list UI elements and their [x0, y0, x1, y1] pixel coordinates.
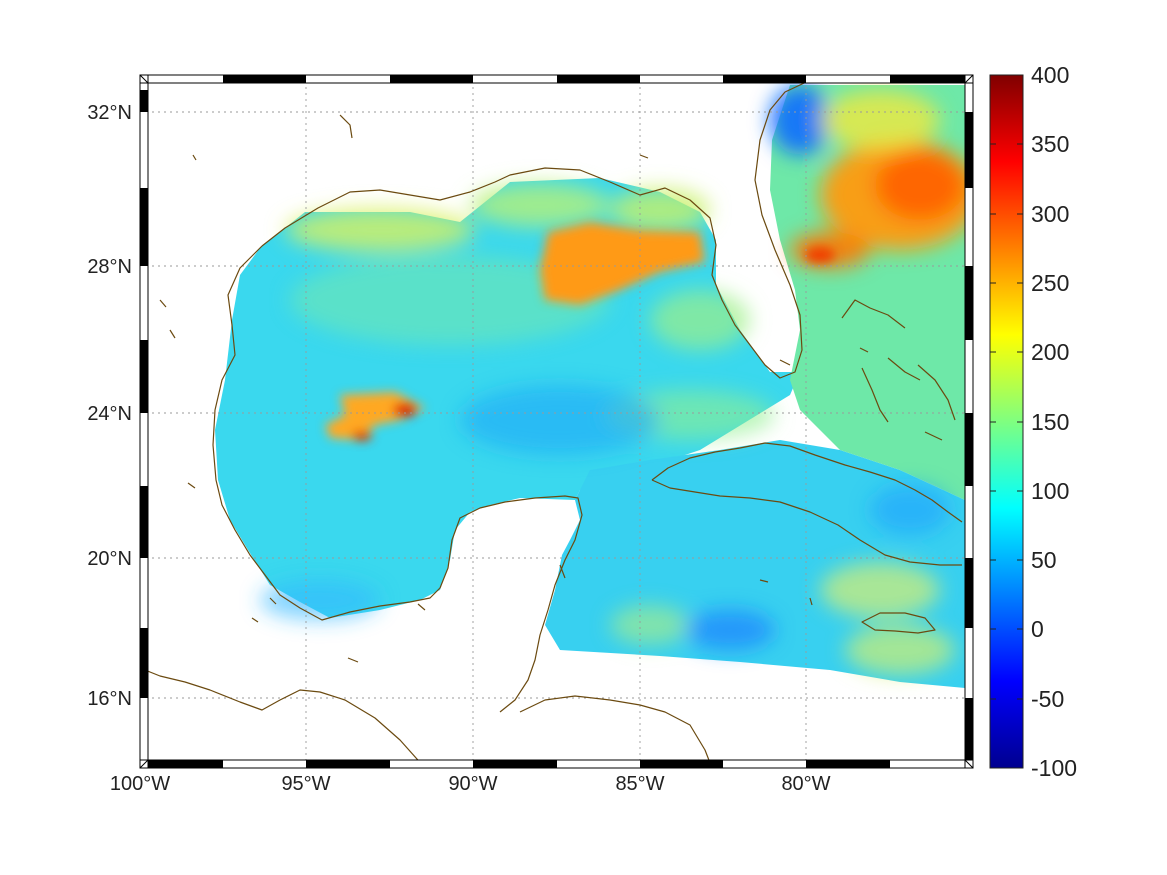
lat-label-20n: 20°N: [87, 548, 132, 570]
lat-label-16n: 16°N: [87, 688, 132, 710]
lat-label-24n: 24°N: [87, 403, 132, 425]
lon-label-100w: 100°W: [110, 773, 170, 795]
colorbar-tick-400: 400: [1031, 62, 1069, 88]
coastlines: [140, 77, 963, 768]
map-frame: [139, 74, 974, 769]
lon-label-90w: 90°W: [448, 773, 497, 795]
coastline-central-america: [140, 667, 713, 768]
lon-label-85w: 85°W: [615, 773, 664, 795]
colorbar-tick-50: 50: [1031, 547, 1057, 573]
coastline-jamaica: [861, 612, 936, 634]
lon-label-95w: 95°W: [281, 773, 330, 795]
coastline-cuba: [651, 442, 963, 566]
lat-label-28n: 28°N: [87, 256, 132, 278]
colorbar: 400 350 300 250 200 150 100 50 0 -50 -10…: [989, 62, 1077, 781]
colorbar-tick-minus-50: -50: [1031, 686, 1064, 712]
coastline-small-islands: [159, 114, 813, 663]
colorbar-tick-minus-100: -100: [1031, 755, 1077, 781]
colorbar-tick-300: 300: [1031, 201, 1069, 227]
lon-label-80w: 80°W: [781, 773, 830, 795]
colorbar-tick-100: 100: [1031, 478, 1069, 504]
data-field: [215, 85, 973, 688]
colorbar-tick-0: 0: [1031, 616, 1044, 642]
coastline-us-mexico-gulf: [212, 77, 816, 713]
coastline-bahamas: [841, 299, 956, 441]
colorbar-tick-350: 350: [1031, 131, 1069, 157]
colorbar-tick-200: 200: [1031, 339, 1069, 365]
hot-patch-northeast-gulf: [540, 222, 705, 305]
lat-label-32n: 32°N: [87, 102, 132, 124]
colorbar-tick-150: 150: [1031, 409, 1069, 435]
colorbar-tick-250: 250: [1031, 270, 1069, 296]
